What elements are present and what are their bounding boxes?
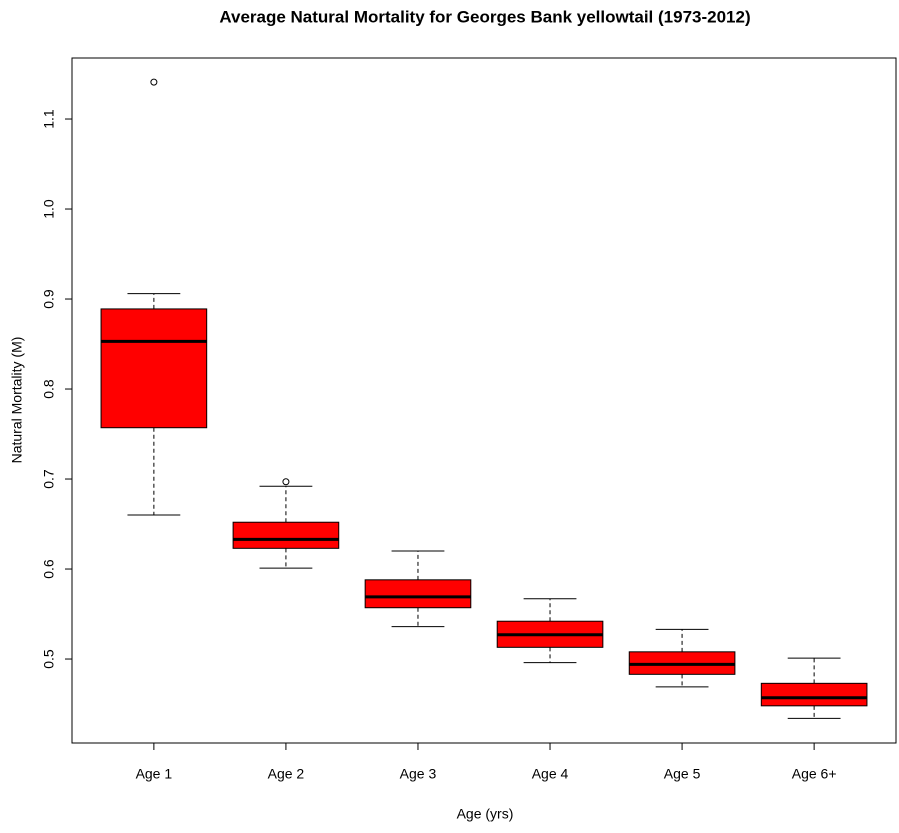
box <box>760 682 868 707</box>
x-tick-label: Age 4 <box>532 766 569 782</box>
x-tick-label: Age 2 <box>268 766 305 782</box>
y-tick-label: 0.6 <box>41 559 57 579</box>
y-tick-label: 1.1 <box>41 109 57 129</box>
y-tick-label: 1.0 <box>41 199 57 219</box>
y-tick-label: 0.5 <box>41 649 57 669</box>
box <box>364 579 472 609</box>
x-tick-label: Age 1 <box>136 766 173 782</box>
outlier <box>150 78 158 86</box>
box <box>100 308 208 429</box>
chart-title: Average Natural Mortality for Georges Ba… <box>219 7 750 26</box>
y-tick-label: 0.7 <box>41 469 57 489</box>
x-axis-label: Age (yrs) <box>457 806 514 822</box>
y-tick-label: 0.9 <box>41 289 57 309</box>
y-tick-label: 0.8 <box>41 379 57 399</box>
x-tick-label: Age 3 <box>400 766 437 782</box>
box <box>232 521 340 549</box>
x-tick-label: Age 6+ <box>792 766 837 782</box>
y-axis-label: Natural Mortality (M) <box>9 337 25 464</box>
outlier <box>282 478 290 486</box>
x-tick-label: Age 5 <box>664 766 701 782</box>
plot-frame <box>71 57 897 744</box>
